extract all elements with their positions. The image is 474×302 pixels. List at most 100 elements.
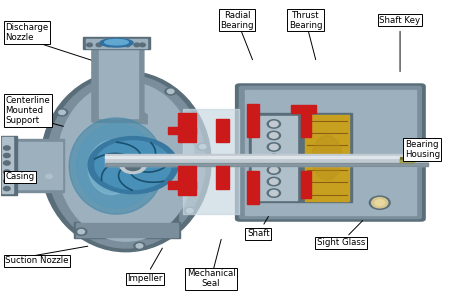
Circle shape: [3, 179, 10, 183]
Circle shape: [267, 120, 281, 128]
Bar: [178, 166, 196, 194]
Polygon shape: [100, 100, 147, 124]
Circle shape: [46, 174, 53, 178]
Bar: [301, 171, 311, 198]
Circle shape: [56, 109, 68, 116]
Circle shape: [197, 143, 209, 150]
Circle shape: [88, 137, 178, 194]
Circle shape: [134, 242, 145, 249]
Text: Bearing
Housing: Bearing Housing: [405, 140, 440, 159]
Bar: [74, 222, 180, 238]
Circle shape: [270, 156, 278, 161]
Bar: [178, 114, 196, 142]
Bar: [83, 207, 98, 231]
Circle shape: [96, 43, 102, 47]
Circle shape: [109, 75, 116, 79]
Circle shape: [87, 43, 92, 47]
Text: Sight Glass: Sight Glass: [317, 238, 365, 247]
Ellipse shape: [47, 75, 205, 248]
Circle shape: [3, 186, 10, 191]
Bar: [400, 157, 414, 162]
Bar: [252, 116, 298, 200]
Text: Impeller: Impeller: [127, 274, 163, 283]
Circle shape: [200, 145, 206, 149]
Ellipse shape: [57, 82, 194, 241]
Circle shape: [167, 89, 174, 93]
Circle shape: [165, 88, 176, 95]
Circle shape: [270, 121, 278, 127]
Circle shape: [267, 189, 281, 197]
Circle shape: [267, 131, 281, 140]
Text: Shaft: Shaft: [247, 229, 270, 238]
Ellipse shape: [100, 39, 133, 47]
Circle shape: [125, 43, 130, 47]
Circle shape: [95, 141, 171, 189]
FancyBboxPatch shape: [92, 46, 144, 122]
Ellipse shape: [69, 118, 164, 214]
Circle shape: [3, 146, 10, 150]
Circle shape: [3, 153, 10, 158]
Text: Thrust
Bearing: Thrust Bearing: [289, 11, 322, 30]
Ellipse shape: [105, 40, 128, 45]
Text: Suction Nozzle: Suction Nozzle: [5, 256, 69, 265]
Bar: [305, 115, 349, 201]
Bar: [245, 90, 416, 215]
Circle shape: [270, 133, 278, 138]
Bar: [302, 114, 352, 202]
Circle shape: [267, 154, 281, 163]
Circle shape: [106, 43, 111, 47]
Ellipse shape: [76, 124, 156, 208]
Bar: [168, 181, 196, 188]
Circle shape: [44, 173, 55, 180]
Bar: [182, 109, 239, 214]
Bar: [247, 104, 259, 137]
Ellipse shape: [88, 140, 136, 194]
Bar: [0, 139, 64, 191]
Circle shape: [372, 198, 388, 208]
Circle shape: [125, 160, 142, 171]
Circle shape: [134, 43, 140, 47]
Circle shape: [375, 200, 384, 206]
Circle shape: [267, 143, 281, 151]
Circle shape: [267, 166, 281, 174]
Bar: [105, 163, 428, 166]
Circle shape: [120, 157, 146, 174]
Text: Centerline
Mounted
Support: Centerline Mounted Support: [5, 95, 50, 125]
Ellipse shape: [312, 136, 342, 180]
Bar: [76, 223, 178, 237]
Circle shape: [3, 161, 10, 165]
Bar: [216, 166, 229, 188]
Circle shape: [270, 167, 278, 173]
Circle shape: [3, 170, 10, 174]
Bar: [105, 156, 428, 158]
Bar: [168, 127, 196, 134]
Bar: [83, 37, 150, 49]
Bar: [86, 39, 147, 48]
Circle shape: [369, 196, 390, 209]
Circle shape: [267, 177, 281, 186]
Circle shape: [184, 207, 195, 214]
Bar: [301, 111, 311, 137]
Text: Mechanical
Seal: Mechanical Seal: [187, 269, 235, 288]
Bar: [292, 105, 316, 114]
Circle shape: [140, 43, 146, 47]
Bar: [105, 154, 428, 166]
Bar: [249, 114, 301, 202]
Circle shape: [75, 228, 87, 235]
Bar: [400, 160, 414, 162]
Ellipse shape: [41, 71, 211, 252]
Bar: [1, 137, 13, 193]
Circle shape: [59, 110, 65, 114]
Circle shape: [136, 244, 143, 248]
Bar: [164, 207, 178, 231]
Circle shape: [270, 144, 278, 150]
Circle shape: [270, 190, 278, 196]
Bar: [247, 171, 259, 204]
FancyBboxPatch shape: [236, 84, 425, 221]
Bar: [216, 119, 229, 142]
Circle shape: [78, 230, 84, 234]
Bar: [99, 47, 138, 118]
FancyBboxPatch shape: [239, 86, 421, 219]
Circle shape: [270, 179, 278, 184]
Text: Shaft Key: Shaft Key: [380, 16, 420, 25]
